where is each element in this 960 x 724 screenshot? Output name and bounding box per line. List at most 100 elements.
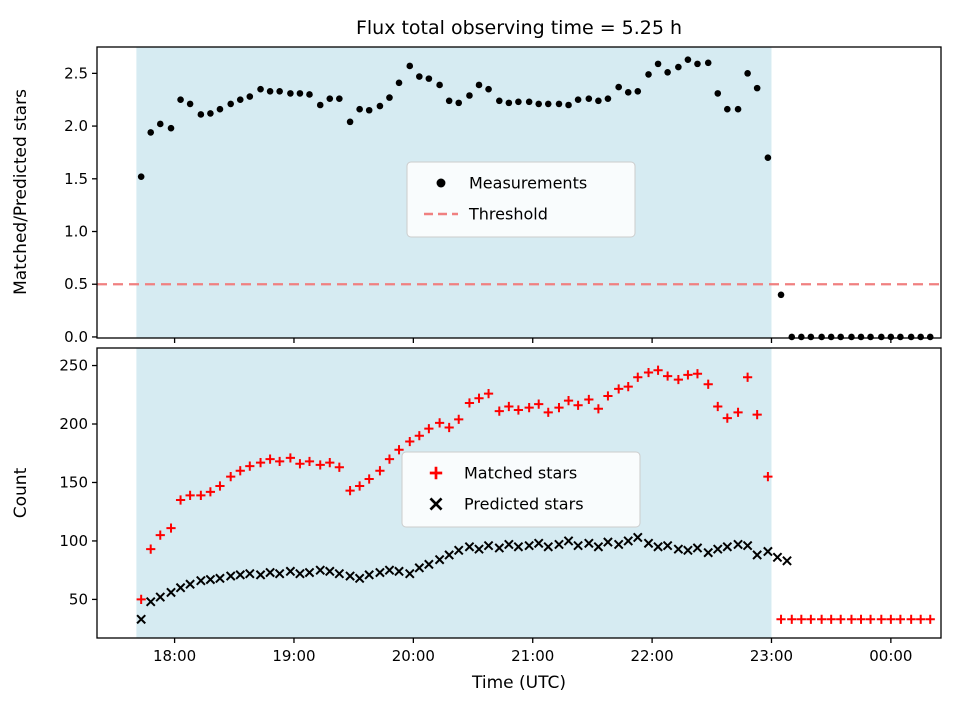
x-marker <box>304 567 315 578</box>
plots-group: 0.0 0.5 1.0 1.5 2.0 2.5 Measurements Threshold 1… <box>59 46 942 665</box>
dot-marker <box>878 333 885 341</box>
x-marker <box>434 554 445 565</box>
x-marker <box>274 568 285 579</box>
dot-marker <box>386 94 393 101</box>
plus-marker <box>722 413 732 423</box>
plus-marker <box>673 374 683 385</box>
plus-marker <box>435 418 445 428</box>
plus-marker <box>424 424 434 434</box>
plus-marker <box>504 401 514 412</box>
x-marker <box>573 540 583 551</box>
plus-marker <box>593 404 603 414</box>
dot-marker <box>704 59 712 67</box>
y-tick-label: 1.0 <box>64 223 88 241</box>
x-tick-label: 18:00 <box>153 647 196 665</box>
x-marker <box>215 573 225 584</box>
plus-marker <box>414 431 424 441</box>
dot-marker <box>867 333 874 341</box>
legend-item-label: Predicted stars <box>464 495 584 514</box>
x-marker <box>722 541 733 552</box>
legend-item-label: Matched stars <box>464 464 577 483</box>
plus-marker <box>265 454 275 464</box>
plus-marker <box>643 367 654 378</box>
plus-marker <box>285 453 295 463</box>
x-marker <box>712 544 723 554</box>
x-marker <box>185 579 195 590</box>
dot-marker <box>455 99 463 107</box>
x-tick-label: 21:00 <box>511 647 554 665</box>
plus-marker <box>444 422 454 433</box>
plus-marker <box>743 372 753 382</box>
dot-marker <box>724 105 731 113</box>
x-marker <box>554 539 564 550</box>
x-marker <box>345 571 355 581</box>
dot-marker <box>197 111 205 118</box>
dot-marker <box>186 100 194 108</box>
x-tick-label: 22:00 <box>630 647 673 665</box>
plus-marker <box>806 614 816 624</box>
plus-marker <box>633 372 643 382</box>
y-tick-label: 150 <box>59 473 88 491</box>
x-marker <box>504 539 514 550</box>
x-marker <box>244 568 255 579</box>
dot-marker <box>346 118 354 126</box>
dot-marker <box>316 101 324 109</box>
dot-marker <box>137 173 145 180</box>
plus-marker <box>895 614 906 624</box>
plus-marker <box>876 614 886 624</box>
axes-frame <box>96 347 942 639</box>
x-marker <box>673 544 684 554</box>
plus-marker <box>683 370 693 380</box>
legend: Matched stars Predicted stars <box>401 451 641 528</box>
x-marker <box>145 596 156 607</box>
y-tick-label: 2.5 <box>64 64 88 82</box>
dot-marker <box>395 79 403 87</box>
dot-marker <box>336 95 343 102</box>
plus-marker <box>315 460 325 470</box>
dot-marker <box>555 100 563 108</box>
x-marker <box>632 532 643 543</box>
dot-marker <box>684 56 692 63</box>
dot-marker <box>764 154 772 162</box>
legend-item-label: Threshold <box>468 205 548 224</box>
x-marker <box>166 587 176 598</box>
plus-marker <box>474 393 484 403</box>
x-marker <box>494 543 505 553</box>
plus-marker <box>925 614 935 624</box>
plus-marker <box>856 614 866 624</box>
plus-marker <box>384 454 395 464</box>
series-matched-stars <box>136 365 935 624</box>
x-marker <box>683 545 693 556</box>
plus-marker <box>146 544 156 554</box>
plus-marker <box>245 461 255 471</box>
x-marker <box>155 592 166 602</box>
plus-marker <box>375 466 385 476</box>
dot-marker <box>287 90 294 97</box>
plus-marker <box>554 403 564 413</box>
dot-marker <box>734 105 742 113</box>
plus-marker <box>543 407 553 417</box>
x-tick-label: 19:00 <box>272 647 315 665</box>
plus-marker <box>916 614 926 624</box>
plus-marker <box>534 399 544 409</box>
dot-marker <box>897 333 904 341</box>
x-marker <box>733 539 743 550</box>
dot-marker <box>645 71 652 78</box>
y-tick-label: 100 <box>59 532 88 550</box>
x-marker <box>285 566 296 577</box>
dot-marker <box>515 98 522 106</box>
dot-marker <box>565 101 572 109</box>
dot-marker <box>436 178 446 188</box>
dot-marker <box>276 87 283 95</box>
x-marker <box>225 571 236 581</box>
x-marker <box>235 570 246 580</box>
dot-marker <box>595 97 602 105</box>
top-y-axis-label: Matched/Predicted stars <box>11 89 31 295</box>
dot-marker <box>167 124 175 132</box>
x-marker <box>354 573 365 584</box>
plus-marker <box>776 614 786 624</box>
x-marker <box>772 552 783 563</box>
x-marker <box>444 550 454 560</box>
dot-marker <box>246 93 254 100</box>
